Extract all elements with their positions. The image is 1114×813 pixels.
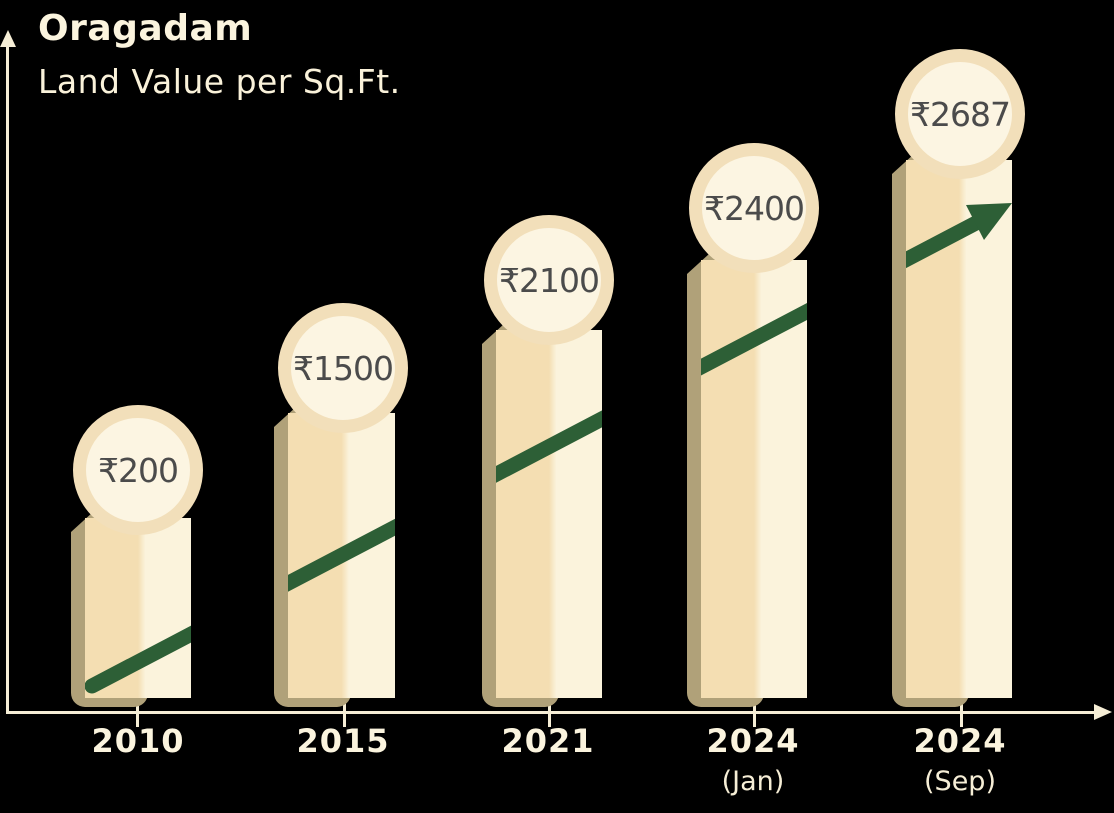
value-badge-2024-sep: ₹2687 [895,49,1025,179]
x-axis [6,711,1096,714]
x-sublabel-sep: (Sep) [924,766,996,797]
value-label: ₹2687 [910,94,1011,134]
x-tick-2015 [343,700,346,727]
x-label-2024-jan: 2024 [706,722,800,760]
chart-subtitle: Land Value per Sq.Ft. [38,62,401,101]
y-axis [6,44,9,714]
value-badge-2021: ₹2100 [484,215,614,345]
x-tick-2021 [548,700,551,727]
value-badge-2015: ₹1500 [278,303,408,433]
value-badge-2024-jan: ₹2400 [689,143,819,273]
x-label-2021: 2021 [501,722,595,760]
bar-body [85,518,191,698]
x-tick-2024-sep [960,700,963,727]
bar-body [701,260,807,698]
y-axis-arrow-icon [0,30,16,47]
bar-body [906,160,1012,698]
x-sublabel-jan: (Jan) [721,766,785,797]
value-label: ₹2400 [704,188,805,228]
x-axis-arrow-icon [1094,704,1112,720]
bar-body [496,330,602,698]
bar-2010 [71,508,191,707]
bar-2021 [482,320,602,707]
x-label-2024-sep: 2024 [913,722,1007,760]
value-label: ₹200 [98,450,179,490]
value-label: ₹2100 [499,260,600,300]
bar-body [288,413,395,698]
value-badge-2010: ₹200 [73,405,203,535]
x-label-2015: 2015 [296,722,390,760]
bar-2024-jan [687,250,807,707]
x-label-2010: 2010 [91,722,185,760]
bar-2024-sep [892,150,1012,707]
value-label: ₹1500 [293,348,394,388]
x-tick-2010 [136,700,139,727]
bar-2015 [274,403,395,707]
chart-title: Oragadam [38,8,253,49]
x-tick-2024-jan [753,700,756,727]
